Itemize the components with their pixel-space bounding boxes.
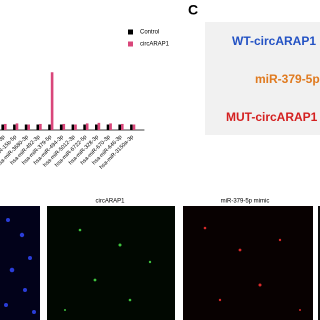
image-label: circARAP1	[95, 199, 125, 205]
bar	[74, 124, 77, 130]
bar	[39, 123, 42, 130]
mirna-label: miR-379-5p	[255, 72, 320, 86]
bar	[85, 123, 89, 130]
bar	[15, 123, 19, 130]
bar	[62, 123, 66, 130]
image-label: miR-379-5p mimic	[221, 199, 270, 205]
micrograph	[183, 206, 313, 320]
bar	[95, 124, 98, 130]
green-signal	[64, 228, 152, 311]
bar	[71, 124, 75, 130]
bar	[13, 124, 16, 130]
bar	[4, 123, 7, 130]
legend-label: circARAP1	[140, 42, 170, 48]
bar	[121, 123, 124, 130]
bar	[1, 124, 4, 130]
nuclei	[4, 218, 36, 314]
bar	[50, 72, 54, 130]
bar	[109, 123, 112, 130]
bar	[106, 124, 110, 130]
bar	[132, 124, 136, 130]
bar	[24, 124, 28, 130]
red-signal	[203, 226, 301, 311]
bar	[36, 124, 40, 130]
bar	[59, 124, 63, 130]
bar	[97, 122, 101, 130]
wt-label: WT-circARAP1	[232, 34, 316, 48]
micrograph	[47, 206, 175, 320]
panel-box	[205, 22, 320, 135]
legend-label: Control	[140, 30, 159, 36]
x-tick-label: 7-3p	[0, 134, 6, 146]
bar	[130, 124, 133, 130]
bar	[83, 124, 86, 130]
bar	[118, 124, 121, 130]
mut-label: MUT-circARAP1	[226, 110, 318, 124]
micrograph	[0, 206, 40, 320]
legend-swatch	[128, 41, 133, 47]
bar	[48, 124, 51, 130]
micrograph	[318, 206, 320, 320]
panel-letter: C	[188, 2, 198, 18]
legend-swatch	[128, 29, 133, 35]
bar	[27, 124, 30, 130]
